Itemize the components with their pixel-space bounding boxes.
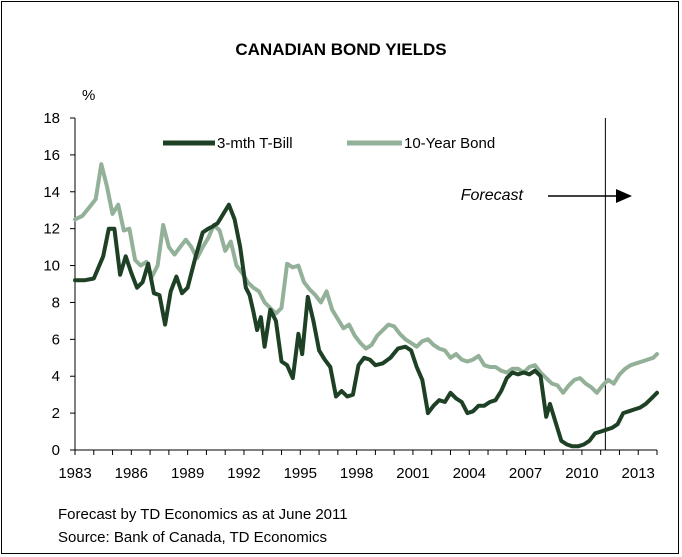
chart-title: CANADIAN BOND YIELDS <box>235 40 446 59</box>
y-tick-label: 2 <box>52 405 60 422</box>
y-tick-label: 8 <box>52 294 60 311</box>
series-line-bond <box>73 162 659 395</box>
y-tick-label: 0 <box>52 442 60 459</box>
legend-item-bond: 10-Year Bond <box>347 135 495 152</box>
x-tick-label: 1989 <box>171 465 204 482</box>
x-tick-label: 2004 <box>453 465 486 482</box>
x-tick-label: 1992 <box>227 465 260 482</box>
y-tick-label: 4 <box>52 368 60 385</box>
forecast-arrow <box>548 189 632 203</box>
y-tick-label: 6 <box>52 331 60 348</box>
x-axis: 1983 1986 1989 1992 1995 1998 2001 2004 2007 2010… <box>58 449 658 482</box>
legend-label-tbill: 3-mth T-Bill <box>217 135 293 152</box>
x-tick-label: 1998 <box>340 465 373 482</box>
x-tick-label: 2001 <box>396 465 429 482</box>
footnote: Forecast by TD Economics as at June 2011 <box>58 506 348 523</box>
y-tick-label: 12 <box>43 221 60 238</box>
x-tick-label: 2013 <box>622 465 655 482</box>
x-tick-label: 2007 <box>509 465 542 482</box>
x-tick-label: 2010 <box>565 465 598 482</box>
x-tick-label: 1983 <box>58 465 91 482</box>
y-tick-label: 18 <box>43 110 60 127</box>
source-note: Source: Bank of Canada, TD Economics <box>58 529 328 546</box>
legend: 3-mth T-Bill 10-Year Bond <box>163 135 495 152</box>
y-tick-label: 14 <box>43 184 60 201</box>
series-lines <box>73 162 659 449</box>
x-tick-label: 1986 <box>115 465 148 482</box>
y-tick-label: 10 <box>43 258 60 275</box>
y-axis-unit: % <box>82 87 95 104</box>
series-line-tbill <box>73 202 659 449</box>
x-tick-label: 1995 <box>284 465 317 482</box>
y-tick-label: 16 <box>43 147 60 164</box>
forecast-label: Forecast <box>461 187 524 204</box>
y-axis: 0 2 4 6 8 10 12 14 16 18 <box>43 110 76 459</box>
legend-label-bond: 10-Year Bond <box>404 135 495 152</box>
legend-item-tbill: 3-mth T-Bill <box>163 135 293 152</box>
